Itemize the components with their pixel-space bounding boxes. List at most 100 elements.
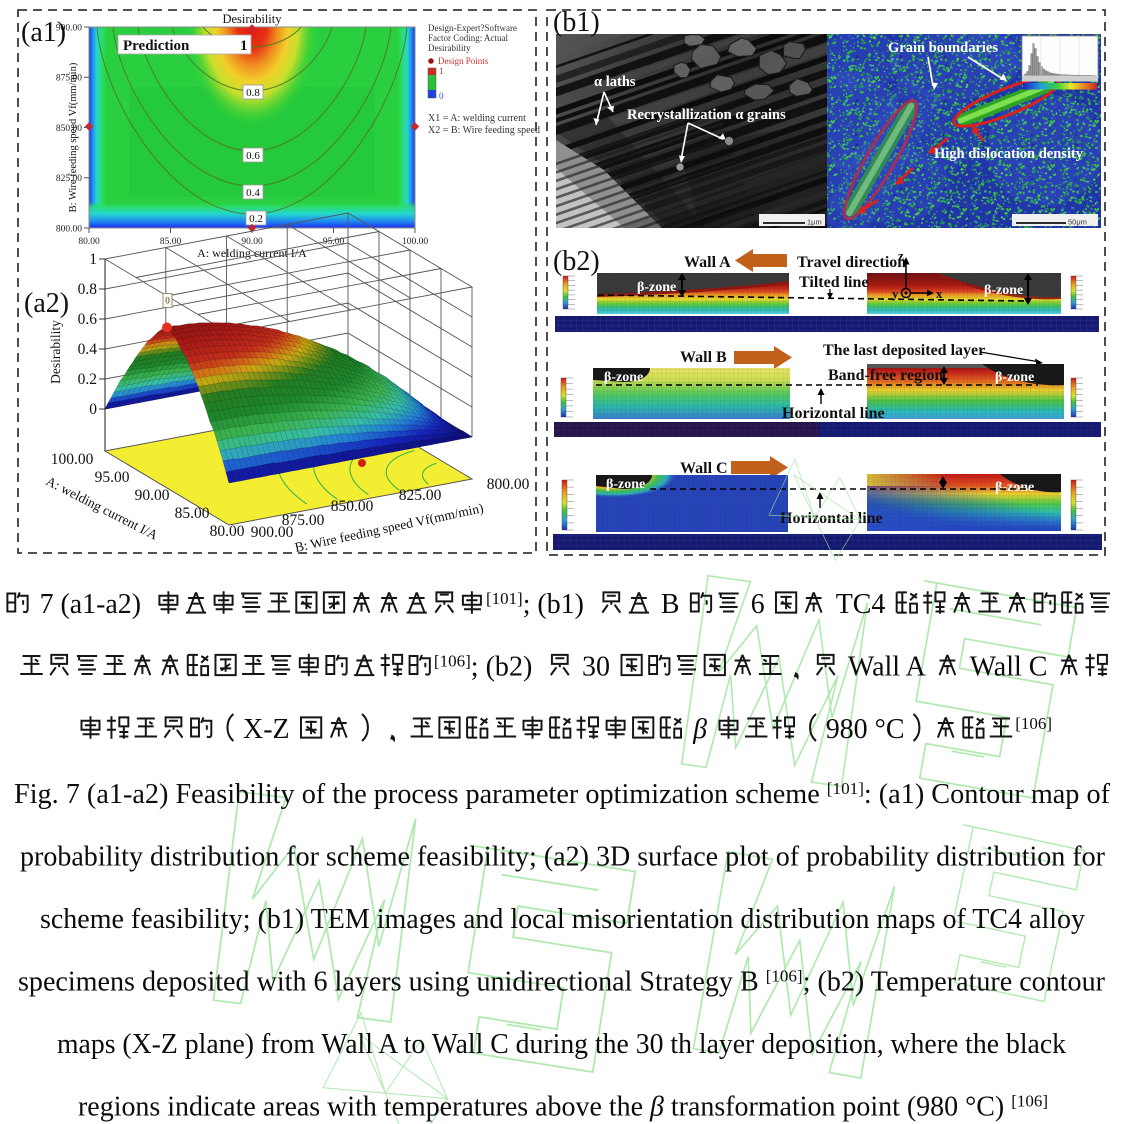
- svg-text:specimens deposited with 6 lay: specimens deposited with 6 layers using …: [18, 967, 766, 998]
- svg-text:β-zone: β-zone: [604, 370, 643, 385]
- svg-text:[106]: [106]: [1011, 1092, 1048, 1111]
- svg-text:1: 1: [240, 38, 248, 54]
- svg-text:X-Z: X-Z: [243, 714, 290, 745]
- svg-text:0: 0: [89, 401, 97, 418]
- svg-text:y: y: [892, 286, 899, 301]
- svg-text:Recrystallization α grains: Recrystallization α grains: [627, 107, 786, 123]
- svg-text:0.2: 0.2: [249, 213, 263, 225]
- svg-text:0.6: 0.6: [78, 311, 98, 328]
- svg-text:Design Points: Design Points: [438, 56, 489, 66]
- svg-text:0.8: 0.8: [78, 281, 98, 298]
- svg-text:800.00: 800.00: [56, 225, 82, 235]
- svg-text:90.00: 90.00: [241, 237, 263, 247]
- svg-text:Travel direction: Travel direction: [797, 254, 906, 271]
- svg-text:β: β: [692, 714, 707, 745]
- svg-text:Desirability: Desirability: [428, 43, 471, 53]
- svg-text:850.00: 850.00: [331, 498, 374, 515]
- svg-text:(a2): (a2): [24, 288, 69, 319]
- svg-text:[106]: [106]: [766, 967, 803, 986]
- svg-text:α laths: α laths: [594, 74, 636, 90]
- svg-text:Tilted line: Tilted line: [799, 274, 869, 291]
- svg-text:80.00: 80.00: [78, 237, 100, 247]
- svg-text:Design-Expert?Software: Design-Expert?Software: [428, 23, 517, 33]
- svg-text:z: z: [898, 248, 904, 263]
- svg-text:0.8: 0.8: [246, 87, 260, 99]
- svg-text:0: 0: [439, 91, 444, 101]
- svg-text:980 °C: 980 °C: [826, 714, 905, 745]
- svg-text:825.00: 825.00: [399, 487, 442, 504]
- svg-text:875.00: 875.00: [282, 512, 325, 529]
- svg-text:Local misorientation: Local misorientation: [1023, 31, 1064, 36]
- svg-text:0.2: 0.2: [78, 371, 97, 388]
- svg-text:95.00: 95.00: [95, 469, 130, 486]
- svg-text:800.00: 800.00: [487, 476, 530, 493]
- svg-text:[101]: [101]: [486, 589, 523, 608]
- svg-text:100.00: 100.00: [402, 237, 428, 247]
- svg-text:β-zone: β-zone: [984, 283, 1023, 298]
- svg-text:Wall A: Wall A: [848, 652, 927, 683]
- svg-text:Horizontal line: Horizontal line: [782, 405, 885, 422]
- svg-text:Wall B: Wall B: [680, 349, 727, 366]
- svg-text:β-zone: β-zone: [995, 370, 1034, 385]
- svg-text:The last deposited layer: The last deposited layer: [823, 342, 985, 359]
- svg-text:B: B: [661, 589, 680, 620]
- svg-text:875.00: 875.00: [56, 74, 82, 84]
- svg-text:1: 1: [439, 66, 444, 76]
- svg-text:Fig. 7 (a1-a2) Feasibility of: Fig. 7 (a1-a2) Feasibility of the proces…: [14, 779, 827, 810]
- svg-text:Max 20.02: Max 20.02: [1082, 31, 1104, 36]
- svg-text:β: β: [649, 1092, 664, 1123]
- svg-text:(b1): (b1): [553, 7, 600, 38]
- svg-text:7 (a1-a2): 7 (a1-a2): [40, 589, 141, 620]
- svg-text:900.00: 900.00: [56, 24, 82, 34]
- svg-text:; (b1): ; (b1): [523, 589, 584, 620]
- svg-text:β-zone: β-zone: [637, 280, 676, 295]
- svg-text:Wall A: Wall A: [684, 254, 731, 271]
- svg-text:85.00: 85.00: [160, 237, 182, 247]
- svg-text:Prediction: Prediction: [123, 38, 190, 54]
- svg-text:regions indicate areas with te: regions indicate areas with temperatures…: [78, 1092, 650, 1123]
- svg-text:30: 30: [582, 652, 610, 683]
- svg-text:[106]: [106]: [434, 652, 471, 671]
- svg-text:50μm: 50μm: [1068, 218, 1087, 227]
- svg-text:85.00: 85.00: [175, 505, 210, 522]
- svg-text:probability distribution for s: probability distribution for scheme feas…: [20, 842, 1106, 873]
- svg-text:Band-free region: Band-free region: [828, 367, 944, 384]
- svg-text:[101]: [101]: [827, 779, 864, 798]
- svg-text:95.00: 95.00: [323, 237, 345, 247]
- svg-text:0: 0: [165, 296, 170, 306]
- svg-text:Desirability: Desirability: [222, 12, 282, 26]
- svg-text:; (b2): ; (b2): [471, 652, 533, 683]
- svg-text:A: welding current I/A: A: welding current I/A: [197, 246, 307, 260]
- svg-text:900.00: 900.00: [251, 524, 294, 541]
- svg-text:β-zone: β-zone: [606, 477, 645, 492]
- svg-text:(a1): (a1): [21, 17, 66, 48]
- svg-text:0.4: 0.4: [78, 341, 98, 358]
- svg-text:Wall C: Wall C: [970, 652, 1048, 683]
- svg-text:(b2): (b2): [553, 246, 600, 277]
- svg-text:X2 = B: Wire feeding speed: X2 = B: Wire feeding speed: [428, 125, 540, 136]
- svg-text:x: x: [936, 286, 943, 301]
- svg-text:[106]: [106]: [1015, 714, 1052, 733]
- svg-text:High dislocation density: High dislocation density: [934, 146, 1084, 162]
- svg-text:Wall C: Wall C: [680, 460, 728, 477]
- svg-text:; (b2) Temperature contour: ; (b2) Temperature contour: [803, 967, 1106, 998]
- svg-text:80.00: 80.00: [210, 523, 245, 540]
- svg-text:maps (X-Z plane) from Wall A t: maps (X-Z plane) from Wall A to Wall C d…: [57, 1029, 1066, 1060]
- svg-text:0.4: 0.4: [246, 187, 260, 199]
- svg-text:β-zone: β-zone: [995, 480, 1034, 495]
- svg-text:90.00: 90.00: [135, 487, 170, 504]
- svg-text:B: Wire feeding speed Vf(mm/mi: B: Wire feeding speed Vf(mm/min): [68, 62, 79, 212]
- svg-text:100.00: 100.00: [51, 451, 94, 468]
- svg-text:Grain boundaries: Grain boundaries: [888, 40, 998, 56]
- svg-text:transformation point (980 °C): transformation point (980 °C): [664, 1092, 1011, 1123]
- svg-text:X1 = A: welding current: X1 = A: welding current: [428, 113, 526, 124]
- svg-text:1μm: 1μm: [807, 218, 822, 227]
- svg-text:Factor Coding: Actual: Factor Coding: Actual: [428, 33, 508, 43]
- svg-text:825.00: 825.00: [56, 174, 82, 184]
- svg-text:TC4: TC4: [836, 589, 886, 620]
- svg-text:scheme feasibility; (b1) TEM i: scheme feasibility; (b1) TEM images and …: [40, 904, 1085, 935]
- svg-text:0.6: 0.6: [246, 150, 260, 162]
- svg-text:: (a1) Contour map of: : (a1) Contour map of: [864, 779, 1111, 810]
- svg-text:Desirability: Desirability: [48, 320, 63, 384]
- svg-text:1: 1: [89, 251, 97, 268]
